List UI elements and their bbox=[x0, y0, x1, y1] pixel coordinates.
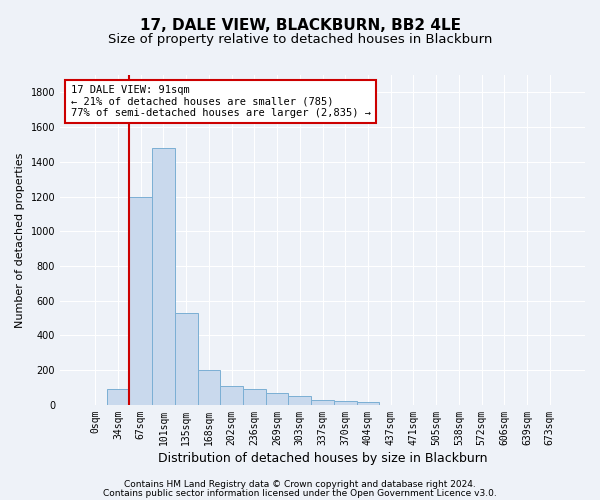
Text: 17, DALE VIEW, BLACKBURN, BB2 4LE: 17, DALE VIEW, BLACKBURN, BB2 4LE bbox=[139, 18, 461, 32]
Bar bbox=[107, 390, 130, 405]
Bar bbox=[289, 396, 311, 405]
Bar bbox=[220, 386, 243, 405]
Bar bbox=[334, 402, 356, 405]
Text: Size of property relative to detached houses in Blackburn: Size of property relative to detached ho… bbox=[108, 32, 492, 46]
Bar bbox=[152, 148, 175, 405]
Bar bbox=[356, 402, 379, 405]
Text: Contains public sector information licensed under the Open Government Licence v3: Contains public sector information licen… bbox=[103, 488, 497, 498]
Bar bbox=[130, 196, 152, 405]
Bar bbox=[266, 393, 289, 405]
X-axis label: Distribution of detached houses by size in Blackburn: Distribution of detached houses by size … bbox=[158, 452, 487, 465]
Y-axis label: Number of detached properties: Number of detached properties bbox=[15, 152, 25, 328]
Text: 17 DALE VIEW: 91sqm
← 21% of detached houses are smaller (785)
77% of semi-detac: 17 DALE VIEW: 91sqm ← 21% of detached ho… bbox=[71, 85, 371, 118]
Bar bbox=[197, 370, 220, 405]
Text: Contains HM Land Registry data © Crown copyright and database right 2024.: Contains HM Land Registry data © Crown c… bbox=[124, 480, 476, 489]
Bar bbox=[175, 313, 197, 405]
Bar bbox=[311, 400, 334, 405]
Bar bbox=[243, 390, 266, 405]
